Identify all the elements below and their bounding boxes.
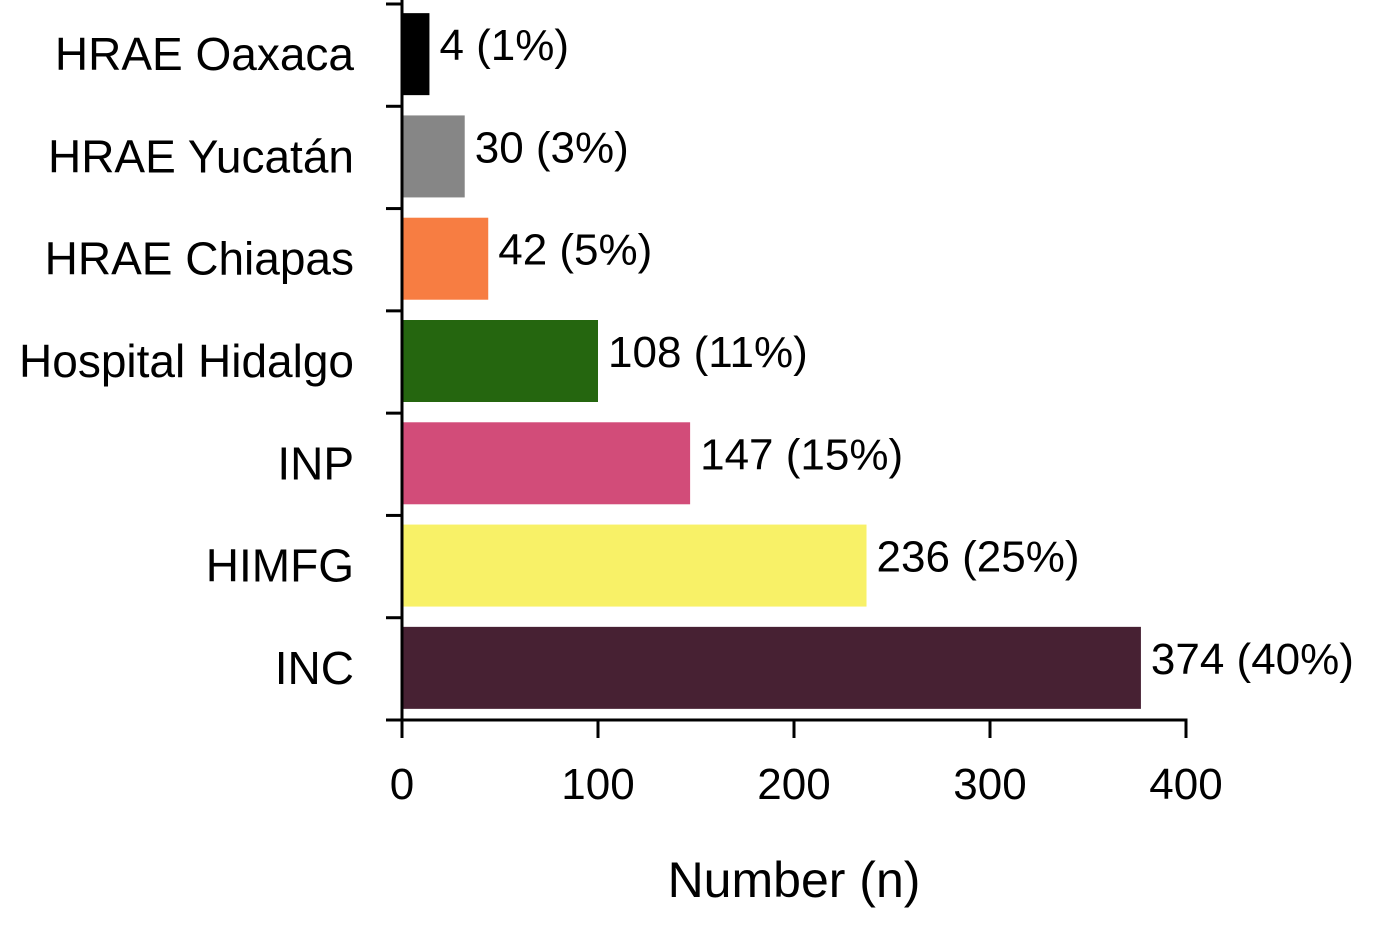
data-label-4: 147 (15%) bbox=[700, 430, 903, 479]
data-label-1: 30 (3%) bbox=[475, 123, 629, 172]
x-tick-label-2: 200 bbox=[757, 760, 830, 809]
data-label-2: 42 (5%) bbox=[498, 226, 652, 275]
category-label-2: HRAE Chiapas bbox=[45, 233, 354, 285]
bar-3 bbox=[402, 320, 598, 402]
category-label-5: HIMFG bbox=[206, 540, 354, 592]
bar-2 bbox=[402, 217, 489, 300]
category-label-4: INP bbox=[277, 437, 354, 489]
category-label-0: HRAE Oaxaca bbox=[55, 28, 355, 80]
category-label-6: INC bbox=[275, 642, 354, 694]
category-label-3: Hospital Hidalgo bbox=[19, 335, 354, 387]
bar-4 bbox=[402, 422, 691, 505]
bar-5 bbox=[402, 524, 867, 607]
data-label-0: 4 (1%) bbox=[439, 21, 569, 70]
bars-layer bbox=[402, 13, 1141, 709]
bar-1 bbox=[402, 115, 465, 198]
labels-layer: HRAE Oaxaca 4 (1%) HRAE Yucatán 30 (3%) HRAE… bbox=[19, 21, 1354, 908]
x-tick-label-1: 100 bbox=[561, 760, 634, 809]
axes-layer bbox=[386, 0, 1188, 738]
x-tick-label-3: 300 bbox=[953, 760, 1026, 809]
x-tick-label-0: 0 bbox=[390, 760, 414, 809]
x-tick-label-4: 400 bbox=[1149, 760, 1222, 809]
data-label-5: 236 (25%) bbox=[877, 533, 1080, 582]
data-label-6: 374 (40%) bbox=[1151, 635, 1354, 684]
data-label-3: 108 (11%) bbox=[608, 328, 808, 377]
x-axis-title: Number (n) bbox=[668, 852, 921, 908]
category-label-1: HRAE Yucatán bbox=[48, 130, 354, 182]
bar-0 bbox=[402, 13, 430, 96]
bar-6 bbox=[402, 626, 1141, 709]
